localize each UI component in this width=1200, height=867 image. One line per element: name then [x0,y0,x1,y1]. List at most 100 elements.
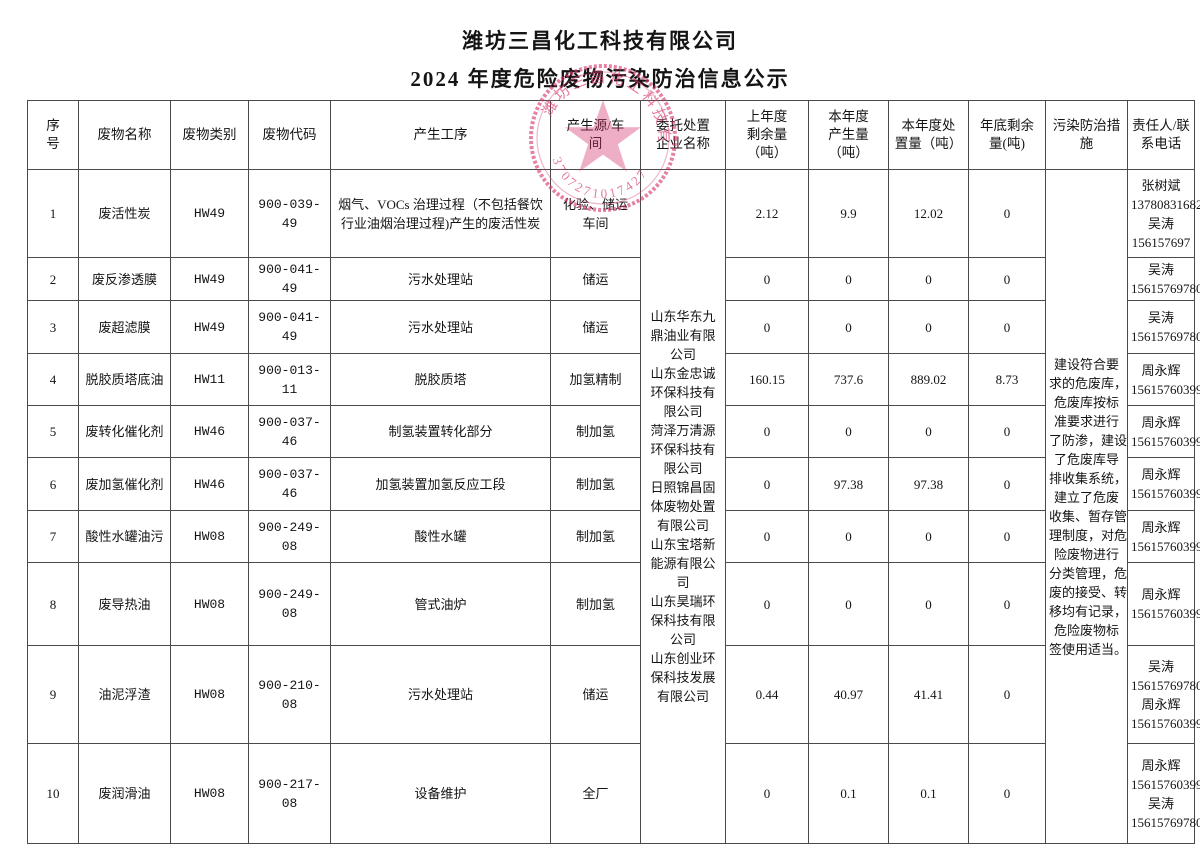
th-waste-class: 废物类别 [170,100,249,170]
cell-year-end-remain: 0 [968,743,1046,844]
hazardous-waste-table-wrap: 序 号 废物名称 废物类别 废物代码 产生工序 [27,100,1200,844]
cell-seq: 6 [27,457,79,511]
th-process: 产生工序 [330,100,551,170]
cell-year-disposed: 41.41 [888,645,969,744]
cell-year-end-remain: 0 [968,562,1046,646]
cell-year-gen: 737.6 [808,353,889,406]
cell-waste-name: 废反渗透膜 [78,257,171,301]
cell-year-disposed: 12.02 [888,169,969,258]
cell-waste-name: 废润滑油 [78,743,171,844]
cell-contact: 周永辉 15615760399 [1127,510,1200,563]
cell-waste-name: 废转化催化剂 [78,405,171,458]
cell-source: 储运 [550,257,641,301]
contact-name: 周永辉 [1141,696,1181,712]
cell-waste-class: HW49 [170,300,249,354]
cell-year-end-remain: 8.73 [968,353,1046,406]
cell-process: 制氢装置转化部分 [330,405,551,458]
cell-waste-code: 900-041-49 [248,300,331,354]
table-row[interactable]: 4 脱胶质塔底油 HW11 900-013-11 脱胶质塔 加氢精制 160.15 737.6… [27,353,1200,406]
cell-year-gen: 9.9 [808,169,889,258]
cell-waste-code: 900-041-49 [248,257,331,301]
table-row[interactable]: 1 废活性炭 HW49 900-039-49 烟气、VOCs 治理过程（不包括餐饮 行业油… [27,169,1200,844]
cell-waste-name: 废超滤膜 [78,300,171,354]
cell-waste-class: HW46 [170,457,249,511]
cell-contact: 吴涛 15615769780 [1127,257,1200,301]
cell-seq: 5 [27,405,79,458]
table-row[interactable]: 6 废加氢催化剂 HW46 900-037-46 加氢装置加氢反应工段 制加氢 0 97.38… [27,457,1200,511]
contact-phone: 15615760399 [1131,433,1200,449]
table-body: 1 废活性炭 HW49 900-039-49 烟气、VOCs 治理过程（不包括餐饮 行业油… [27,169,1200,844]
table-row[interactable]: 9 油泥浮渣 HW08 900-210-08 污水处理站 储运 0.44 40.97 41.41… [27,645,1200,744]
cell-source: 化验、储运 车间 [550,169,641,258]
th-waste-name: 废物名称 [78,100,171,170]
contact-phone: 156157697 [1131,234,1191,250]
th-seq: 序 号 [27,100,79,170]
page-title: 2024 年度危险废物污染防治信息公示 [410,67,790,91]
company-title: 潍坊三昌化工科技有限公司 [462,29,738,53]
cell-waste-name: 废活性炭 [78,169,171,258]
contact-phone: 15615760399 [1131,486,1200,501]
cell-seq: 3 [27,300,79,354]
cell-contact: 周永辉 15615760399 吴涛 15615769780 [1127,743,1200,844]
cell-year-disposed: 0 [888,405,969,458]
cell-contact: 吴涛 15615769780 [1127,300,1200,354]
cell-year-gen: 0 [808,257,889,301]
cell-seq: 10 [27,743,79,844]
table-row[interactable]: 5 废转化催化剂 HW46 900-037-46 制氢装置转化部分 制加氢 0 0 0 0 周永辉 1… [27,405,1200,458]
cell-waste-class: HW49 [170,257,249,301]
contact-phone: 15615760399 [1131,776,1200,792]
contact-phone: 15615760399 [1131,381,1200,397]
table-row[interactable]: 2 废反渗透膜 HW49 900-041-49 污水处理站 储运 0 0 0 0 吴涛 1561576… [27,257,1200,301]
cell-seq: 9 [27,645,79,744]
cell-prev-remain: 0 [725,510,809,563]
cell-year-gen: 97.38 [808,457,889,511]
contact-name: 周永辉 [1141,519,1181,535]
cell-year-disposed: 0.1 [888,743,969,844]
cell-prev-remain: 0 [725,257,809,301]
cell-process: 污水处理站 [330,300,551,354]
contact-name: 吴涛 [1147,310,1174,325]
cell-vendor-list: 山东华东九 鼎油业有限 公司 山东金忠诚 环保科技有 限公司 菏泽万清源 环保科技有 限公司 日照… [640,169,726,844]
contact-name: 吴涛 [1147,795,1174,811]
th-year-disposed: 本年度处 置量（吨） [888,100,969,170]
cell-waste-class: HW08 [170,645,249,744]
cell-prev-remain: 0 [725,743,809,844]
cell-waste-class: HW46 [170,405,249,458]
table-row[interactable]: 8 废导热油 HW08 900-249-08 管式油炉 制加氢 0 0 0 0 周永辉 1561576… [27,562,1200,646]
cell-source: 全厂 [550,743,641,844]
contact-name: 周永辉 [1141,587,1181,602]
table-row[interactable]: 3 废超滤膜 HW49 900-041-49 污水处理站 储运 0 0 0 0 吴涛 15615769… [27,300,1200,354]
cell-year-gen: 40.97 [808,645,889,744]
contact-name: 周永辉 [1141,362,1181,378]
cell-year-end-remain: 0 [968,457,1046,511]
contact-phone: 15615769780 [1131,329,1200,344]
th-contact: 责任人/联 系电话 [1127,100,1195,170]
cell-source: 储运 [550,645,641,744]
cell-contact: 周永辉 15615760399 [1127,353,1200,406]
cell-year-end-remain: 0 [968,510,1046,563]
cell-waste-code: 900-217-08 [248,743,331,844]
cell-year-gen: 0 [808,510,889,563]
cell-waste-class: HW08 [170,510,249,563]
cell-contact: 吴涛 15615769780 周永辉 15615760399 [1127,645,1200,744]
cell-year-disposed: 0 [888,562,969,646]
contact-phone: 15615760399 [1131,538,1200,554]
contact-phone: 13780831682 [1131,196,1200,212]
cell-process: 设备维护 [330,743,551,844]
table-row[interactable]: 10 废润滑油 HW08 900-217-08 设备维护 全厂 0 0.1 0.1 0 周永辉 156… [27,743,1200,844]
cell-prev-remain: 0 [725,457,809,511]
cell-source: 加氢精制 [550,353,641,406]
cell-year-disposed: 0 [888,300,969,354]
th-source: 产生源/车 间 [550,100,641,170]
cell-year-gen: 0.1 [808,743,889,844]
cell-seq: 4 [27,353,79,406]
th-year-gen: 本年度 产生量 （吨） [808,100,889,170]
table-row[interactable]: 7 酸性水罐油污 HW08 900-249-08 酸性水罐 制加氢 0 0 0 0 周永辉 15615… [27,510,1200,563]
contact-phone: 15615769780 [1131,281,1200,296]
cell-waste-name: 废加氢催化剂 [78,457,171,511]
cell-seq: 8 [27,562,79,646]
cell-source: 制加氢 [550,457,641,511]
cell-prev-remain: 0 [725,300,809,354]
cell-process: 管式油炉 [330,562,551,646]
cell-waste-code: 900-039-49 [248,169,331,258]
